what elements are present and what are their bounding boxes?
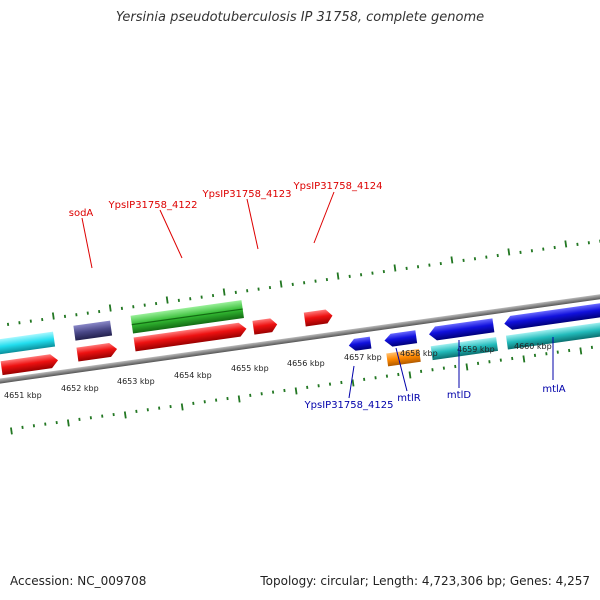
gene-label-mtlA: mtlA — [542, 384, 565, 395]
scale-tick-label: 4660 kbp — [514, 342, 552, 351]
genome-summary-text: Topology: circular; Length: 4,723,306 bp… — [260, 574, 590, 588]
scale-tick-label: 4656 kbp — [287, 359, 325, 368]
cds-forward-arrow — [133, 322, 247, 352]
major-tick — [294, 387, 298, 395]
cog-cyan-block-forward — [0, 331, 56, 355]
cds-forward-arrow — [303, 309, 333, 327]
major-tick — [165, 296, 169, 304]
major-tick — [66, 419, 70, 427]
gene-label-sodA: sodA — [69, 208, 94, 219]
gene-label-YpsIP31758-4124: YpsIP31758_4124 — [293, 181, 383, 192]
major-tick — [123, 411, 127, 419]
cog-orange-block — [386, 348, 421, 367]
major-tick — [393, 264, 397, 272]
major-tick — [279, 280, 283, 288]
reverse-gene-labels: YpsIP31758_4125 mtlR mtlD mtlA — [304, 337, 566, 411]
cds-reverse-arrow — [348, 336, 372, 351]
major-tick — [408, 371, 412, 379]
major-tick — [108, 304, 112, 312]
gene-label-YpsIP31758-4123: YpsIP31758_4123 — [202, 189, 292, 200]
major-tick — [564, 240, 568, 248]
major-tick — [336, 272, 340, 280]
major-tick — [450, 256, 454, 264]
scale-tick-label: 4655 kbp — [231, 364, 269, 373]
major-tick — [10, 427, 13, 435]
gene-label-mtlD: mtlD — [447, 390, 471, 401]
cog-teal-block — [505, 318, 600, 350]
forward-gene-labels: sodA YpsIP31758_4122 YpsIP31758_4123 Yps… — [69, 181, 383, 269]
scale-tick-label: 4653 kbp — [117, 377, 155, 386]
gene-label-YpsIP31758-4122: YpsIP31758_4122 — [108, 200, 198, 211]
gene-label-mtlR: mtlR — [397, 393, 420, 404]
major-tick — [222, 288, 226, 296]
major-tick — [579, 347, 583, 355]
scale-tick-label: 4652 kbp — [61, 384, 99, 393]
gene-label-YpsIP31758-4125: YpsIP31758_4125 — [304, 400, 394, 411]
cds-forward-arrow — [76, 342, 118, 362]
scale-tick-label: 4657 kbp — [344, 353, 382, 362]
major-tick — [507, 248, 511, 256]
inner-tick-ruler — [10, 345, 594, 435]
major-tick — [522, 355, 526, 363]
genome-backbone — [0, 291, 600, 386]
scale-tick-label: 4658 kbp — [400, 349, 438, 358]
scale-tick-label: 4654 kbp — [174, 371, 212, 380]
genome-title: Yersinia pseudotuberculosis IP 31758, co… — [115, 10, 485, 25]
cds-reverse-arrow — [384, 330, 418, 347]
scale-tick-label: 4651 kbp — [4, 391, 42, 400]
major-tick — [180, 403, 184, 411]
cds-reverse-arrow — [504, 300, 600, 330]
major-tick — [351, 379, 355, 387]
major-tick — [51, 312, 55, 320]
cds-reverse-arrow — [429, 318, 495, 341]
major-tick — [237, 395, 241, 403]
cog-purple-block — [73, 320, 113, 341]
scale-tick-label: 4659 kbp — [457, 345, 495, 354]
accession-text: Accession: NC_009708 — [10, 574, 147, 588]
cds-forward-arrow — [0, 354, 59, 376]
cds-forward-arrow — [252, 318, 278, 335]
cog-teal-block — [430, 337, 499, 361]
outer-tick-ruler — [6, 239, 600, 326]
major-tick — [465, 363, 469, 371]
